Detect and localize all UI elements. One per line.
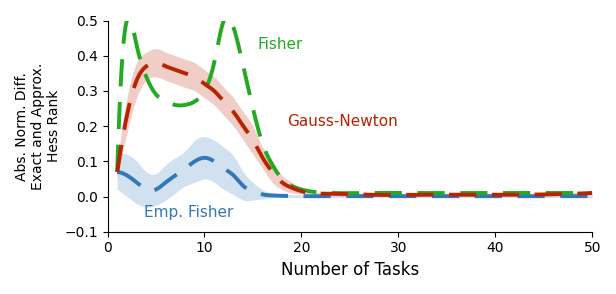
Text: Fisher: Fisher [257, 37, 303, 52]
Y-axis label: Abs. Norm. Diff.
Exact and Approx.
Hess Rank: Abs. Norm. Diff. Exact and Approx. Hess … [15, 63, 62, 190]
Text: Gauss-Newton: Gauss-Newton [287, 114, 397, 129]
Text: Emp. Fisher: Emp. Fisher [144, 205, 233, 220]
X-axis label: Number of Tasks: Number of Tasks [281, 261, 419, 279]
